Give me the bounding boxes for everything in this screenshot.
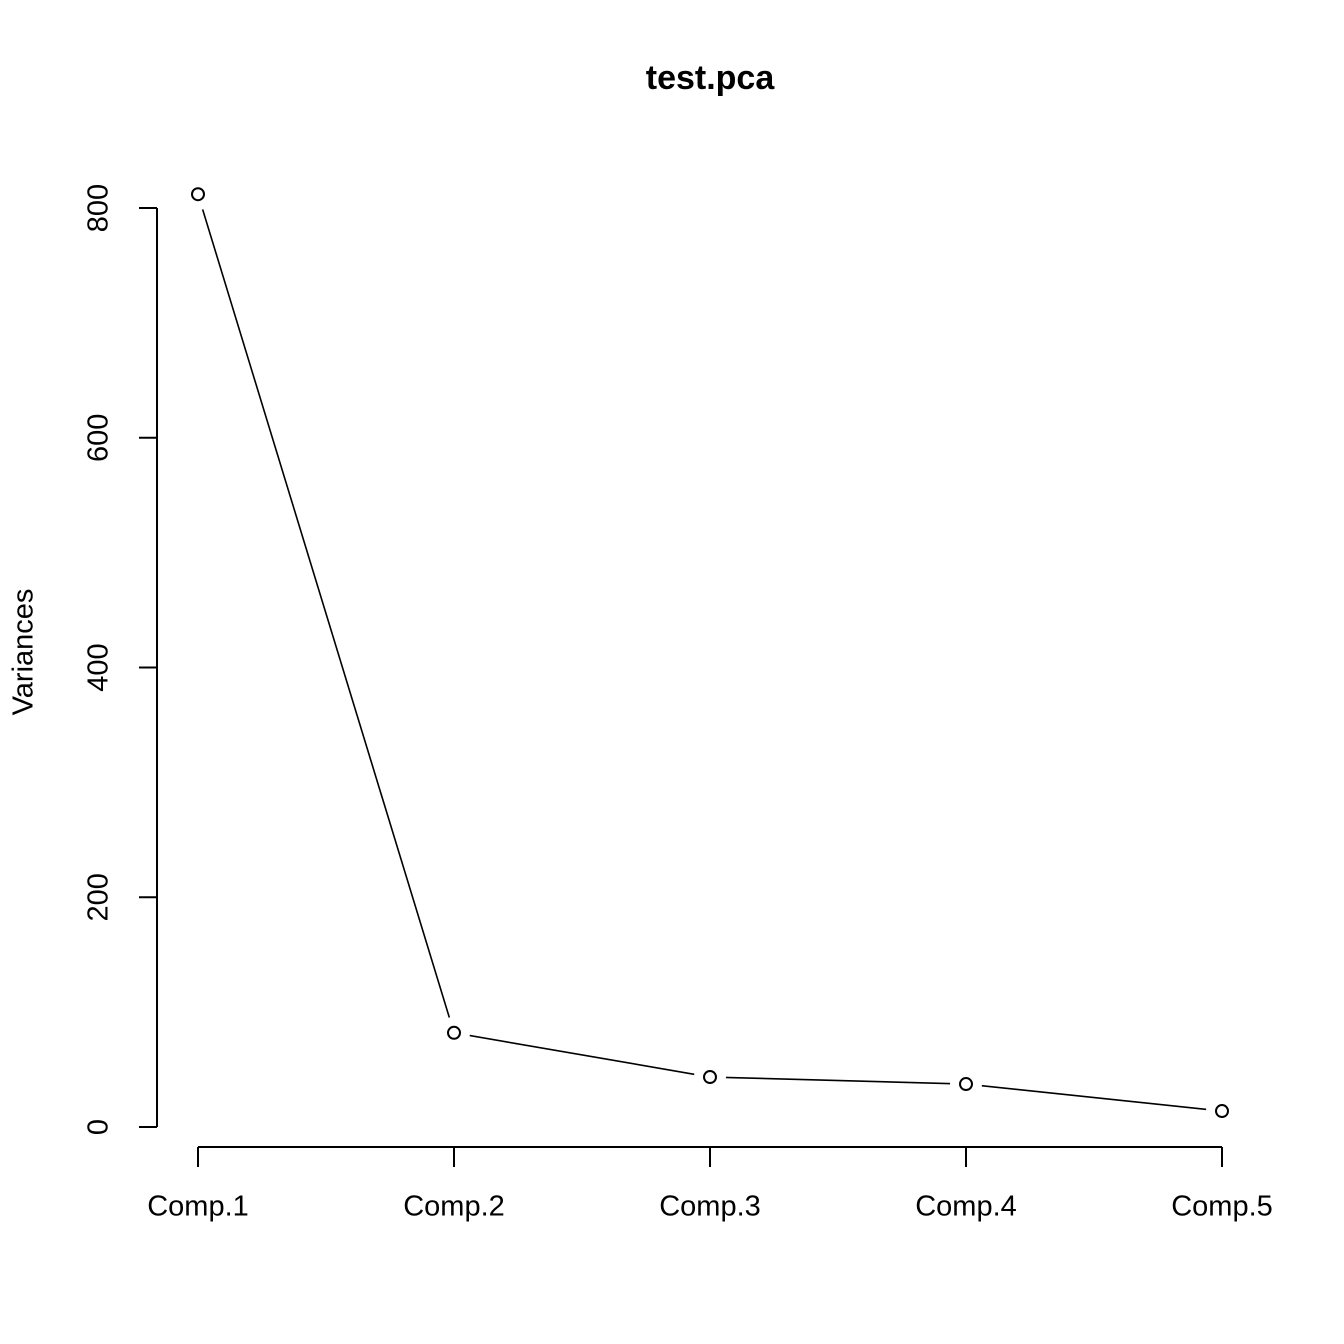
data-point [1215,1104,1229,1119]
x-tick-label: Comp.4 [915,1191,1017,1223]
y-tick-label: 200 [83,873,115,921]
data-point [191,187,205,202]
y-axis-label: Variances [8,589,40,716]
x-tick-label: Comp.5 [1171,1191,1273,1223]
x-tick-label: Comp.3 [659,1191,761,1223]
chart-title: test.pca [646,59,776,97]
x-tick-label: Comp.1 [147,1191,249,1223]
x-tick-label: Comp.2 [403,1191,505,1223]
data-point [447,1025,461,1040]
y-tick-label: 400 [83,643,115,691]
data-point [703,1070,717,1085]
y-tick-label: 800 [83,184,115,232]
data-point [959,1077,973,1092]
y-tick-label: 0 [83,1119,115,1135]
y-tick-label: 600 [83,414,115,462]
